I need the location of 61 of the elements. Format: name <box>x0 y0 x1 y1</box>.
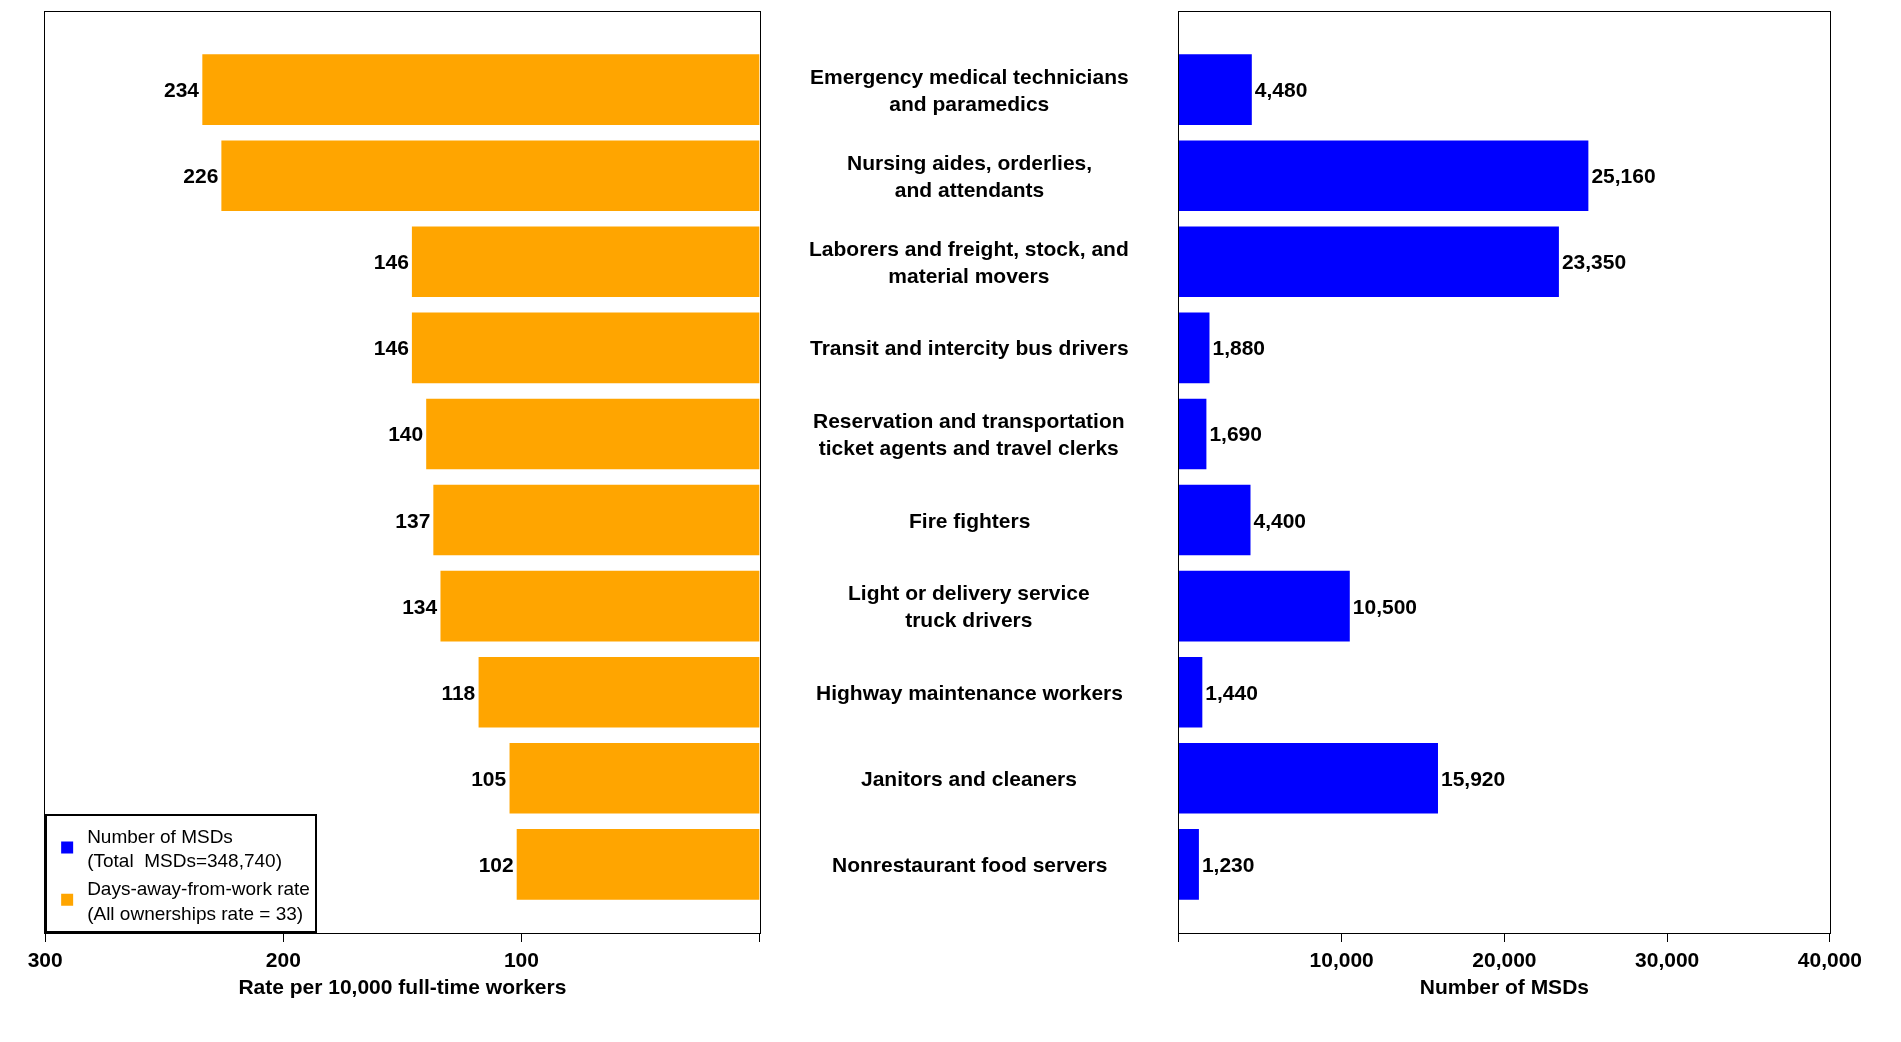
data-label: 102 <box>478 852 514 876</box>
data-label: 140 <box>388 422 424 446</box>
x-tick-label: 10,000 <box>1309 948 1374 972</box>
bar <box>1178 484 1251 556</box>
bar <box>1178 140 1589 212</box>
data-label: 4,480 <box>1254 78 1308 102</box>
legend-label: Number of MSDs (Total MSDs=348,740) <box>87 825 282 872</box>
bar <box>1178 743 1438 814</box>
legend-label: Days-away-from-work rate (All ownerships rate = 33) <box>87 877 310 924</box>
x-tick-label: 300 <box>27 948 63 972</box>
bar <box>516 829 760 900</box>
bar <box>1178 570 1350 642</box>
bar <box>509 743 760 814</box>
bar <box>433 484 760 556</box>
data-label: 234 <box>163 78 200 102</box>
bar <box>1178 54 1252 125</box>
data-label: 25,160 <box>1591 164 1656 188</box>
data-label: 1,230 <box>1201 852 1255 876</box>
bar <box>1178 398 1207 470</box>
data-label: 146 <box>373 336 409 360</box>
data-label: 1,880 <box>1212 336 1266 360</box>
data-label: 118 <box>441 680 476 704</box>
y-tick-label: Emergency medical technicians and paramedics <box>810 65 1129 116</box>
bar <box>426 398 760 470</box>
data-label: 4,400 <box>1253 508 1307 532</box>
data-label: 146 <box>373 250 409 274</box>
x-tick-label: 200 <box>265 948 301 972</box>
bar <box>202 54 760 125</box>
data-label: 226 <box>183 164 219 188</box>
data-label: 23,350 <box>1561 250 1627 274</box>
y-tick-label: Light or delivery service truck drivers <box>848 581 1090 632</box>
bar <box>411 312 760 384</box>
data-label: 1,690 <box>1209 422 1262 446</box>
data-label: 1,440 <box>1205 680 1258 704</box>
y-tick-label: Janitors and cleaners <box>861 767 1077 790</box>
y-tick-label: Nonrestaurant food servers <box>832 853 1108 876</box>
y-tick-label: Nursing aides, orderlies, and attendants <box>847 151 1093 202</box>
data-label: 15,920 <box>1440 766 1506 790</box>
data-label: 137 <box>395 508 431 532</box>
x-axis-title: Number of MSDs <box>1419 974 1589 998</box>
bar <box>1178 226 1559 298</box>
bar <box>1178 656 1203 728</box>
x-tick-label: 40,000 <box>1797 948 1863 972</box>
y-tick-label: Reservation and transportation ticket agents and travel clerks <box>813 409 1125 460</box>
bar <box>221 140 760 212</box>
x-tick-label: 30,000 <box>1635 948 1700 972</box>
data-label: 134 <box>402 594 438 618</box>
bar <box>1178 829 1199 900</box>
bar <box>411 226 760 298</box>
x-tick-label: 100 <box>503 948 539 972</box>
data-label: 10,500 <box>1352 594 1418 618</box>
bar <box>440 570 760 642</box>
data-label: 105 <box>471 766 507 790</box>
bar <box>478 656 760 728</box>
y-tick-label: Laborers and freight, stock, and material movers <box>809 237 1129 288</box>
x-tick-label: 20,000 <box>1472 948 1537 972</box>
x-axis-title: Rate per 10,000 full-time workers <box>238 974 567 998</box>
y-tick-label: Transit and intercity bus drivers <box>810 336 1129 359</box>
bar <box>1178 312 1210 384</box>
y-tick-label: Fire fighters <box>909 509 1031 532</box>
y-tick-label: Highway maintenance workers <box>816 681 1123 704</box>
